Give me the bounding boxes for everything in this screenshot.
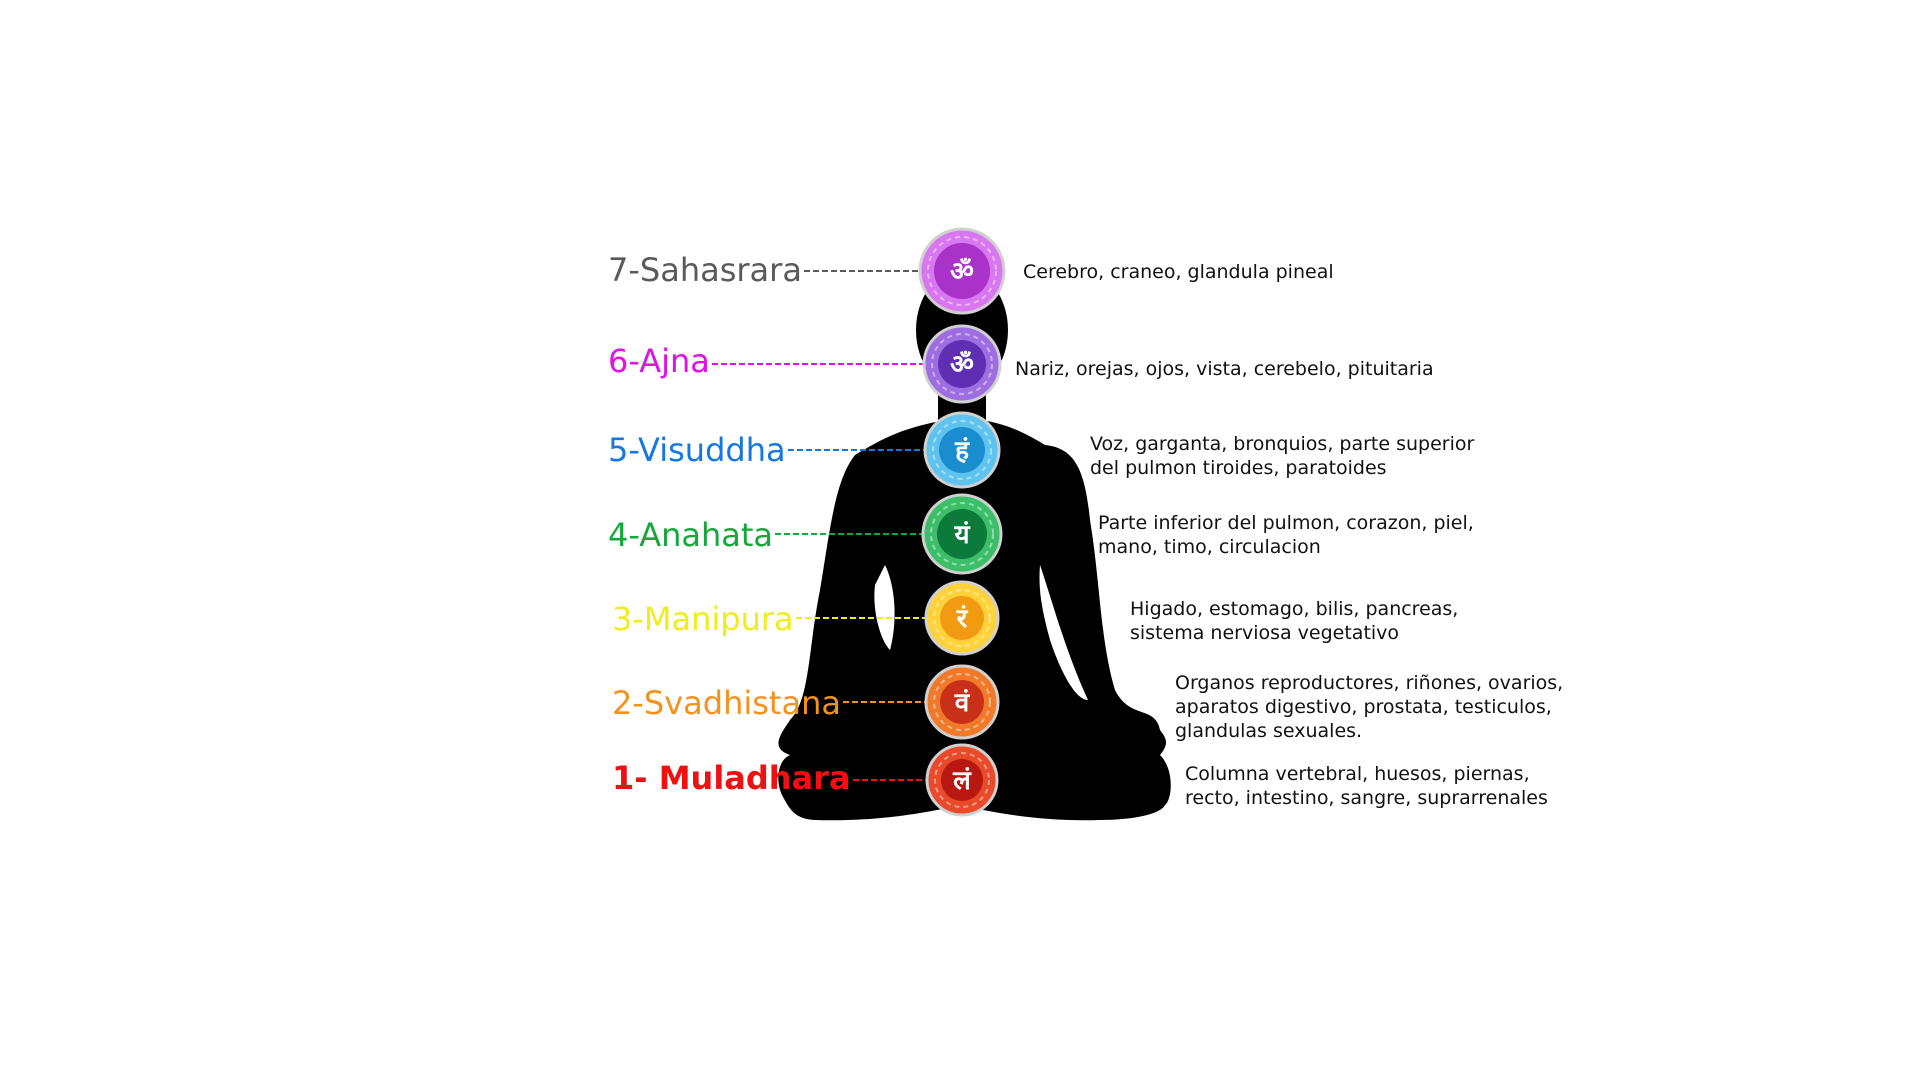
description-line: Columna vertebral, huesos, piernas, (1185, 763, 1530, 785)
chakra-petal-ring (933, 673, 991, 731)
description-line: recto, intestino, sangre, suprarrenales (1185, 787, 1548, 809)
chakra-petal-ring (927, 236, 997, 306)
chakra-petal-ring (932, 420, 992, 480)
chakra-description-visuddha: Voz, garganta, bronquios, parte superior… (1090, 432, 1474, 480)
chakra-description-sahasrara: Cerebro, craneo, glandula pineal (1023, 260, 1334, 284)
description-line: Voz, garganta, bronquios, parte superior (1090, 433, 1475, 455)
yam-icon: यं (953, 520, 970, 550)
arm-gaps (874, 565, 1088, 700)
description-line: Cerebro, craneo, glandula pineal (1023, 261, 1334, 283)
om-icon: ॐ (950, 257, 974, 287)
description-line: mano, timo, circulacion (1098, 536, 1321, 558)
chakra-description-svadhistana: Organos reproductores, riñones, ovarios,… (1175, 671, 1563, 743)
chakra-label-manipura: 3-Manipura (612, 600, 794, 638)
description-line: sistema nerviosa vegetativo (1130, 622, 1400, 644)
chakra-description-manipura: Higado, estomago, bilis, pancreas, sistem… (1130, 597, 1458, 645)
chakra-petal-ring (930, 502, 994, 566)
chakra-circles: ॐ ॐ हं यं रं वं लं (918, 227, 1006, 817)
om-icon: ॐ (950, 350, 974, 380)
chakra-inner-disc (934, 243, 990, 299)
description-line: glandulas sexuales. (1175, 720, 1363, 742)
chakra-description-anahata: Parte inferior del pulmon, corazon, piel… (1098, 511, 1474, 559)
chakra-petal-ring (934, 752, 990, 808)
description-line: Organos reproductores, riñones, ovarios, (1175, 672, 1564, 694)
chakra-label-sahasrara: 7-Sahasrara (608, 251, 802, 289)
description-line: del pulmon tiroides, paratoides (1090, 457, 1387, 479)
chakra-inner-disc (938, 340, 986, 388)
chakra-manipura-circle: रं (924, 580, 1000, 656)
chakra-label-anahata: 4-Anahata (608, 516, 774, 554)
chakra-anahata-circle: यं (921, 493, 1003, 575)
chakra-muladhara-circle: लं (925, 743, 999, 817)
description-line: Nariz, orejas, ojos, vista, cerebelo, pi… (1015, 358, 1434, 380)
chakra-ajna-circle: ॐ (922, 324, 1002, 404)
chakra-petal-ring (931, 333, 993, 395)
chakra-description-muladhara: Columna vertebral, huesos, piernas, recto… (1185, 762, 1548, 810)
chakra-inner-disc (940, 680, 984, 724)
description-line: Higado, estomago, bilis, pancreas, (1130, 598, 1459, 620)
vam-icon: वं (954, 688, 971, 718)
chakra-description-ajna: Nariz, orejas, ojos, vista, cerebelo, pi… (1015, 357, 1434, 381)
chakra-visuddha-circle: हं (923, 411, 1001, 489)
chakra-svadhistana-circle: वं (924, 664, 1000, 740)
chakra-label-muladhara: 1- Muladhara (612, 759, 851, 797)
chakra-inner-disc (937, 509, 987, 559)
chakra-inner-disc (940, 596, 984, 640)
ram-icon: रं (956, 604, 969, 634)
description-line: aparatos digestivo, prostata, testiculos… (1175, 696, 1552, 718)
ham-icon: हं (954, 436, 970, 466)
lam-icon: लं (952, 766, 972, 796)
chakra-label-visuddha: 5-Visuddha (608, 431, 786, 469)
chakra-inner-disc (939, 427, 985, 473)
chakra-label-ajna: 6-Ajna (608, 342, 710, 380)
chakra-label-svadhistana: 2-Svadhistana (612, 684, 841, 722)
chakra-inner-disc (941, 759, 983, 801)
connector-lines (712, 270, 931, 781)
chakra-sahasrara-circle: ॐ (918, 227, 1006, 315)
chakra-petal-ring (933, 589, 991, 647)
description-line: Parte inferior del pulmon, corazon, piel… (1098, 512, 1474, 534)
